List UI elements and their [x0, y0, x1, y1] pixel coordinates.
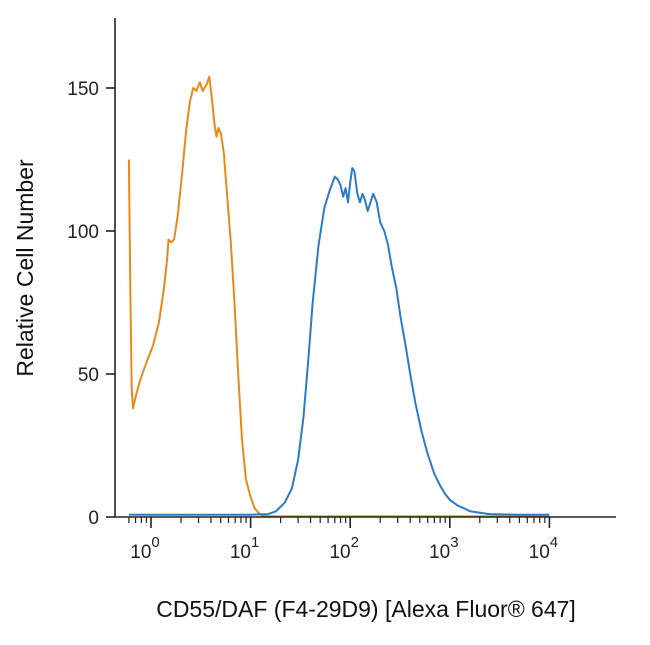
y-axis-title: Relative Cell Number — [12, 159, 38, 377]
x-tick-label-base: 10 — [429, 542, 450, 563]
x-tick-label: 101 — [230, 534, 259, 563]
x-tick-label-base: 10 — [230, 542, 251, 563]
y-tick-label: 100 — [67, 222, 99, 243]
y-axis-ticks: 0 50 100 150 — [67, 79, 115, 529]
x-tick-label-exponent: 4 — [550, 534, 558, 551]
x-tick-label-exponent: 2 — [351, 534, 359, 551]
x-tick-label: 103 — [429, 534, 458, 563]
x-tick-label-exponent: 3 — [450, 534, 458, 551]
x-tick-label-base: 10 — [529, 542, 550, 563]
x-tick-label-base: 10 — [130, 542, 151, 563]
x-tick-label-exponent: 0 — [151, 534, 159, 551]
x-tick-label-base: 10 — [329, 542, 350, 563]
y-tick-label: 150 — [67, 79, 99, 100]
x-axis-title: CD55/DAF (F4-29D9) [Alexa Fluor® 647] — [156, 596, 576, 622]
y-tick-label: 0 — [88, 508, 99, 529]
plot-lines — [127, 75, 550, 518]
x-tick-label-exponent: 1 — [251, 534, 259, 551]
histogram-series-2 — [128, 167, 550, 516]
x-axis-ticks: 100 101 102 103 104 — [128, 517, 558, 563]
histogram-series-1 — [127, 75, 550, 518]
x-tick-label: 100 — [130, 534, 159, 563]
x-tick-label: 102 — [329, 534, 358, 563]
y-tick-label: 50 — [78, 365, 99, 386]
x-tick-label: 104 — [529, 534, 558, 563]
